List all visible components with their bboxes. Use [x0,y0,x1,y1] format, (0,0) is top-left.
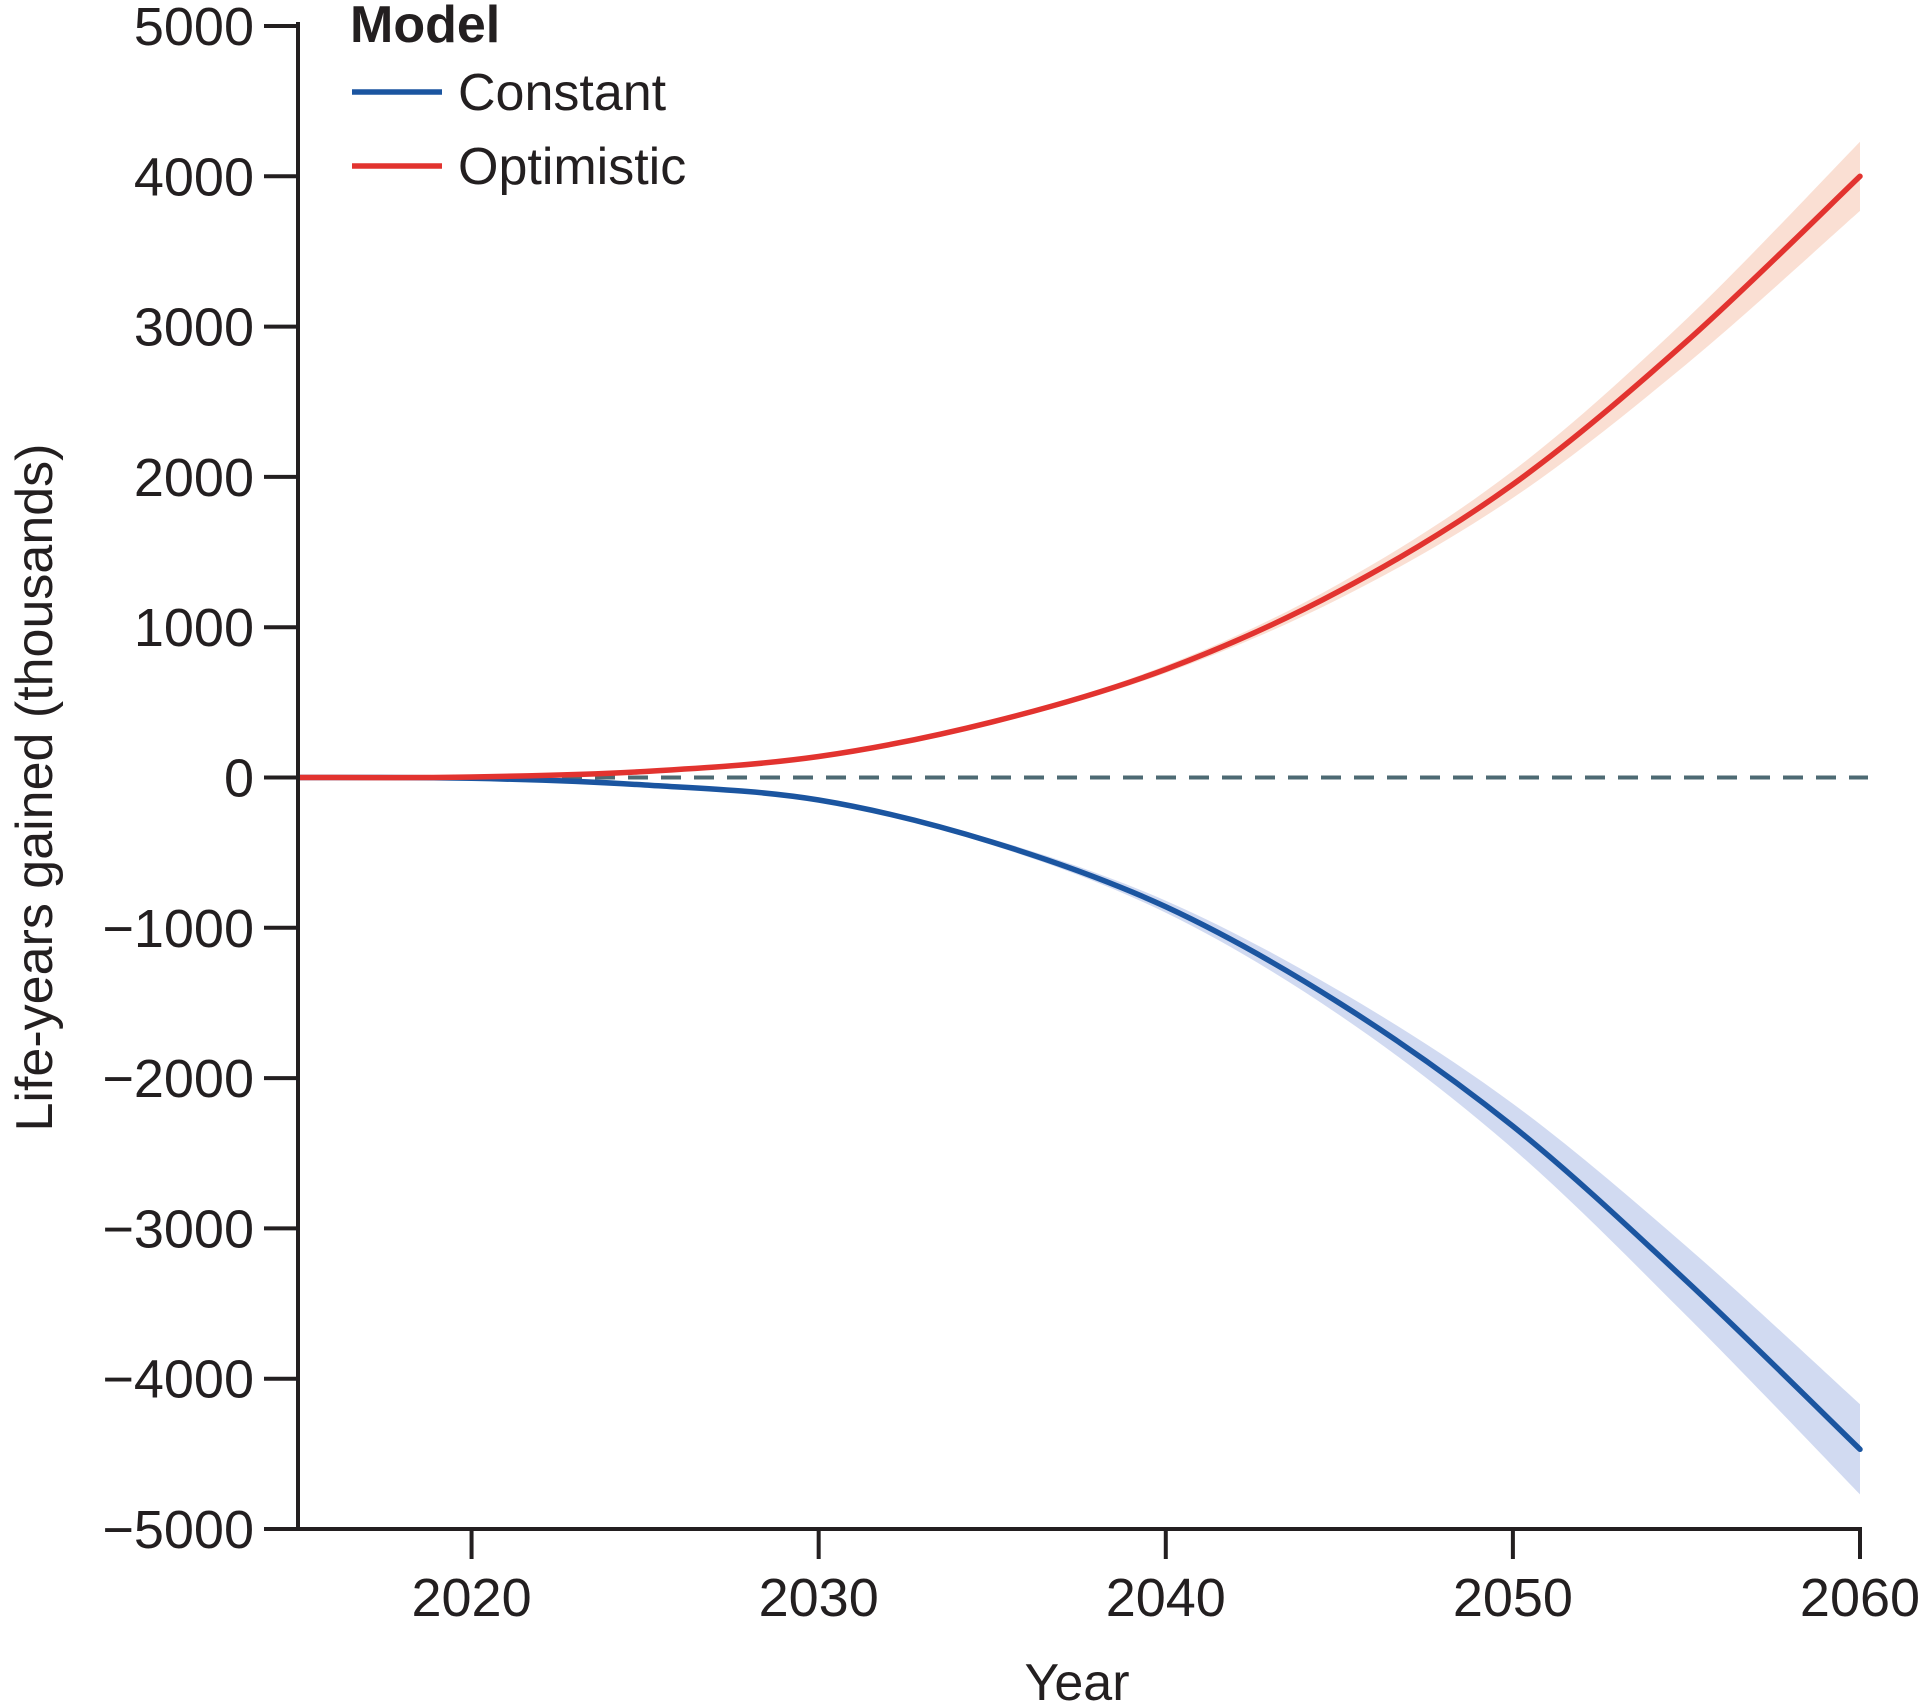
legend-label-optimistic: Optimistic [458,138,686,196]
y-tick-label: 4000 [134,147,254,207]
y-tick-label: −1000 [102,899,254,959]
y-axis-title: Life-years gained (thousands) [6,444,64,1132]
series-line-optimistic [295,173,1863,781]
legend-label-constant: Constant [458,64,667,122]
legend: Model Constant Optimistic [350,0,686,196]
x-tick-label: 2030 [759,1568,879,1628]
band-optimistic [298,141,1860,778]
y-tick-label: 0 [224,749,254,809]
x-tick-label: 2060 [1800,1568,1920,1628]
y-tick-label: −2000 [102,1049,254,1109]
x-tick-label: 2020 [411,1568,531,1628]
y-tick-label: −5000 [102,1500,254,1560]
confidence-bands [298,141,1860,1495]
x-axis-title: Year [1024,1654,1129,1703]
y-tick-label: 2000 [134,448,254,508]
x-axis-ticks: 2020 2030 2040 2050 2060 [411,1529,1920,1628]
y-axis-ticks: 5000 4000 3000 2000 1000 0 −1000 −2000 −3000 −400… [102,0,298,1560]
legend-title: Model [350,0,500,54]
band-constant [298,777,1860,1495]
y-tick-label: 5000 [134,0,254,57]
y-tick-label: −4000 [102,1350,254,1410]
y-tick-label: −3000 [102,1199,254,1259]
y-tick-label: 3000 [134,298,254,358]
series-lines [295,173,1863,1453]
x-tick-label: 2040 [1106,1568,1226,1628]
series-line-constant [295,774,1863,1453]
y-tick-label: 1000 [134,598,254,658]
x-tick-label: 2050 [1453,1568,1573,1628]
